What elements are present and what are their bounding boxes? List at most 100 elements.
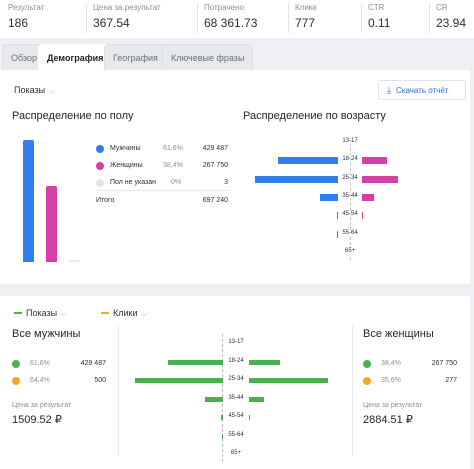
gender-bar-women — [46, 185, 57, 262]
women-cpr-label: Цена за результат — [363, 402, 423, 409]
women-title: Все женщины — [363, 328, 434, 340]
metric-results: Результат 186 — [8, 3, 44, 30]
legend-count-unknown: 3 — [224, 179, 228, 186]
age-bar-male — [337, 230, 338, 238]
series-select-impressions[interactable]: Показы ⌵ — [14, 308, 66, 319]
audience-age-label: 45-54 — [223, 413, 249, 419]
metric-divider — [288, 3, 289, 33]
metric-spent: Потрачено 68 361.73 — [197, 3, 258, 33]
metric-divider — [361, 3, 362, 33]
metrics-bar: Результат 186 Цена за результат 367.54 П… — [0, 0, 474, 38]
legend-label-clicks: Клики — [113, 308, 138, 318]
women-impressions-dot — [363, 360, 371, 368]
metric-value: 68 361.73 — [204, 16, 258, 30]
download-icon: ⤓ — [387, 85, 391, 95]
metric-ctr: CTR 0.11 — [361, 3, 391, 33]
men-clicks-dot — [12, 377, 20, 385]
chevron-down-icon: ⌵ — [61, 311, 67, 318]
men-impressions-pct: 61,6% — [30, 360, 50, 367]
metric-cost-per-result: Цена за результат 367.54 — [86, 3, 161, 33]
distribution-card: Показы ⌵ ⤓ Скачать отчёт Распределение по … — [0, 70, 470, 284]
legend-dot-unknown — [96, 179, 104, 187]
metric-label: Потрачено — [204, 3, 244, 12]
audience-age-label: 65+ — [223, 450, 249, 456]
tab-demography[interactable]: Демография — [38, 44, 113, 70]
legend-swatch-impressions — [14, 312, 22, 314]
audience-bar-female — [249, 415, 250, 420]
legend-pct-men: 61,6% — [163, 145, 183, 152]
metric-label: Клики — [295, 3, 317, 12]
legend-count-men: 429 487 — [202, 145, 228, 152]
age-bar-male — [278, 157, 338, 165]
tab-geography[interactable]: География — [104, 44, 167, 70]
age-bar-female — [362, 175, 398, 183]
men-cpr-label: Цена за результат — [12, 402, 72, 409]
men-clicks-pct: 64,4% — [30, 377, 50, 384]
age-label: 18-24 — [338, 156, 362, 163]
metric-clicks: Клики 777 — [288, 3, 317, 33]
women-clicks-value: 277 — [445, 377, 457, 384]
legend-dot-men — [96, 145, 104, 153]
gender-bar-men — [23, 140, 34, 262]
metric-select-value: Показы — [14, 85, 46, 95]
tab-bar: Обзор Демография География Ключевые фраз… — [0, 44, 474, 70]
age-label: 35-44 — [338, 192, 362, 199]
women-clicks-pct: 35,6% — [381, 377, 401, 384]
audience-bar-female — [249, 396, 264, 402]
women-impressions-pct: 38,4% — [381, 360, 401, 367]
audience-card: Показы ⌵ Клики ⌵ Все мужчины 61,6% 429 487… — [0, 296, 470, 469]
women-impressions-value: 267 750 — [431, 360, 457, 367]
men-cpr-value: 1509.52 ₽ — [12, 414, 62, 426]
metric-label: Цена за результат — [93, 3, 161, 12]
legend-swatch-clicks — [101, 312, 109, 314]
metric-label: Результат — [8, 3, 45, 12]
audience-bar-male — [222, 433, 223, 439]
age-label: 13-17 — [338, 138, 362, 144]
age-bar-male — [319, 193, 338, 201]
audience-age-label: 13-17 — [223, 339, 249, 345]
tab-keywords[interactable]: Ключевые фразы — [162, 44, 254, 70]
audience-age-label: 55-64 — [223, 431, 249, 438]
metric-value: 777 — [295, 16, 316, 30]
metric-divider — [86, 3, 87, 33]
legend-pct-women: 38,4% — [163, 162, 183, 169]
legend-label-women: Женщины — [110, 162, 143, 169]
age-bar-male — [255, 175, 338, 183]
legend-label-impressions: Показы — [26, 308, 58, 318]
age-title: Распределение по возрасту — [243, 110, 386, 122]
age-bar-female — [362, 193, 374, 201]
total-value: 697 240 — [202, 197, 228, 204]
metric-label: CTR — [368, 3, 385, 12]
metric-value: 367.54 — [93, 16, 130, 30]
men-impressions-dot — [12, 360, 20, 368]
audience-bar-female — [249, 359, 280, 365]
divider — [352, 326, 353, 456]
age-bar-female — [362, 212, 363, 220]
total-label: Итого — [96, 197, 115, 204]
metric-value: 0.11 — [368, 16, 391, 30]
gender-bar-unknown — [69, 260, 80, 262]
women-cpr-value: 2884.51 ₽ — [363, 414, 413, 426]
age-label: 65+ — [338, 247, 362, 254]
legend-pct-unknown: 0% — [171, 179, 182, 186]
metric-divider — [429, 3, 430, 33]
export-report-button[interactable]: ⤓ Скачать отчёт — [378, 80, 466, 100]
chevron-down-icon: ⌵ — [49, 88, 55, 95]
men-impressions-value: 429 487 — [80, 360, 106, 367]
audience-bar-male — [205, 396, 223, 402]
metric-divider — [197, 3, 198, 33]
metric-select[interactable]: Показы ⌵ — [14, 85, 54, 96]
audience-bar-male — [168, 359, 223, 365]
audience-bar-male — [221, 415, 223, 420]
women-clicks-dot — [363, 377, 371, 385]
divider — [96, 190, 230, 191]
audience-age-label: 35-44 — [223, 394, 249, 401]
age-bar-male — [337, 212, 338, 220]
legend-label-men: Мужчины — [110, 145, 141, 152]
series-select-clicks[interactable]: Клики ⌵ — [101, 308, 147, 319]
legend-count-women: 267 750 — [202, 162, 228, 169]
audience-bar-female — [249, 378, 329, 383]
metric-value: 186 — [8, 16, 29, 30]
men-title: Все мужчины — [12, 328, 81, 340]
age-bar-female — [362, 157, 388, 165]
